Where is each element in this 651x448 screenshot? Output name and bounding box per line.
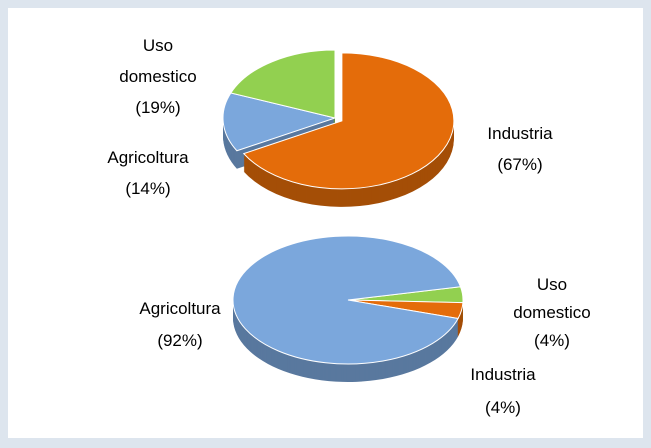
slice bbox=[230, 49, 336, 119]
slice bbox=[222, 92, 337, 152]
slice-label: Industria bbox=[470, 365, 536, 384]
slice-label: Agricoltura bbox=[139, 299, 221, 318]
slice-label: Uso domestico bbox=[513, 275, 591, 322]
slice-label: Industria bbox=[487, 124, 553, 143]
slice bbox=[242, 52, 455, 190]
slice-value-label: (14%) bbox=[125, 179, 171, 198]
slice-value-label: (19%) bbox=[135, 98, 181, 117]
slice-label: Agricoltura bbox=[107, 148, 189, 167]
slice-value-label: (4%) bbox=[534, 331, 570, 350]
slice bbox=[232, 235, 462, 365]
slice-label: Uso domestico bbox=[119, 36, 197, 86]
slice-value-label: (4%) bbox=[485, 398, 521, 417]
slice-value-label: (67%) bbox=[497, 155, 543, 174]
slice-value-label: (92%) bbox=[157, 331, 203, 350]
